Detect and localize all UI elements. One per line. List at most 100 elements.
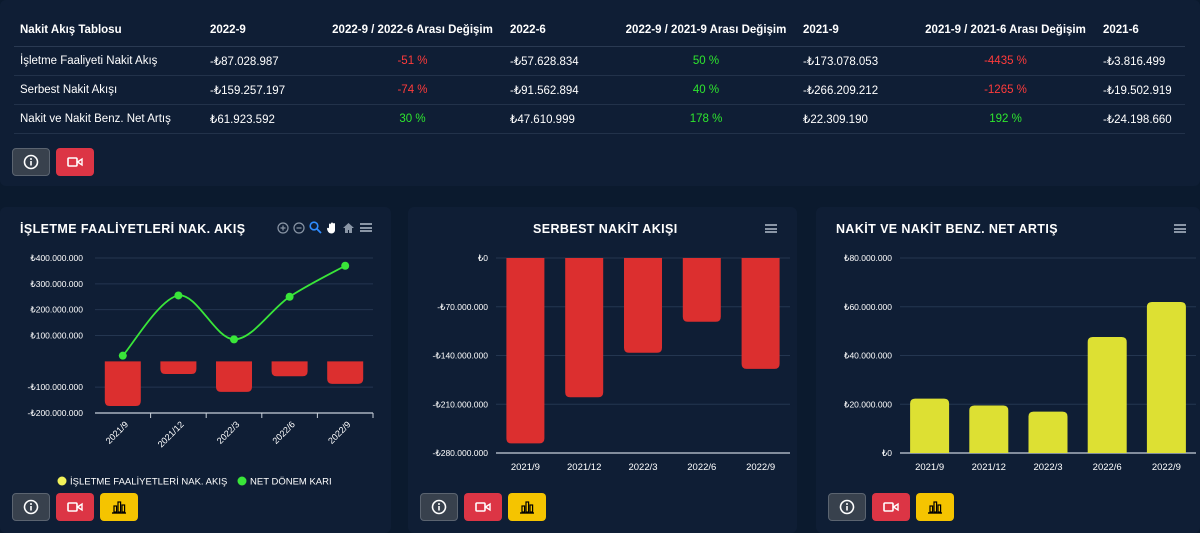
chart-button[interactable] [916, 493, 954, 521]
table-row: İşletme Faaliyeti Nakit Akış -₺87.028.98… [14, 46, 1185, 76]
bar [682, 258, 721, 322]
cash-flow-table-panel: Nakit Akış Tablosu 2022-9 2022-9 / 2022-… [0, 0, 1200, 186]
video-button[interactable] [464, 493, 502, 521]
cell-change: 40 % [615, 75, 797, 105]
bar-chart-icon [928, 501, 942, 514]
menu-icon[interactable] [1174, 224, 1186, 233]
cell-value: ₺22.309.190 [797, 104, 914, 134]
bar-chart-icon [520, 501, 534, 514]
y-tick-label: -₺210.000.000 [432, 399, 488, 409]
x-tick-label: 2021/12 [156, 419, 186, 449]
y-tick-label: -₺70.000.000 [437, 302, 488, 312]
point-net-profit [341, 261, 350, 270]
menu-icon[interactable] [765, 224, 777, 233]
bar [741, 258, 780, 369]
cell-value: -₺87.028.987 [204, 46, 321, 76]
chart-toolbar [277, 221, 372, 234]
y-tick-label: ₺300.000.000 [30, 279, 83, 289]
video-button[interactable] [56, 148, 94, 176]
header-change-y: 2022-9 / 2021-9 Arası Değişim [615, 14, 797, 47]
cell-change: -1265 % [914, 75, 1097, 105]
chart-button[interactable] [100, 493, 138, 521]
row-label: İşletme Faaliyeti Nakit Akış [14, 46, 204, 76]
x-tick-label: 2021/9 [104, 419, 131, 446]
legend-label: İŞLETME FAALİYETLERİ NAK. AKIŞ [70, 477, 227, 488]
y-tick-label: ₺20.000.000 [844, 399, 892, 409]
x-tick-label: 2021/9 [511, 462, 540, 473]
x-tick-label: 2022/6 [1093, 462, 1122, 473]
y-tick-label: -₺100.000.000 [27, 382, 83, 392]
y-tick-label: ₺80.000.000 [844, 253, 892, 263]
x-tick-label: 2022/3 [628, 462, 657, 473]
y-tick-label: ₺60.000.000 [844, 302, 892, 312]
bar [624, 258, 662, 353]
header-change-q: 2022-9 / 2022-6 Arası Değişim [321, 14, 504, 47]
info-icon [839, 499, 855, 515]
chart-button[interactable] [508, 493, 546, 521]
info-button[interactable] [12, 493, 50, 521]
info-button[interactable] [828, 493, 866, 521]
header-2022-9: 2022-9 [204, 14, 321, 47]
point-net-profit [230, 335, 238, 344]
chart-title: İŞLETME FAALİYETLERİ NAK. AKIŞ [20, 222, 246, 236]
header-title: Nakit Akış Tablosu [14, 14, 204, 47]
video-camera-icon [67, 502, 83, 512]
menu-icon[interactable] [360, 223, 372, 232]
cell-value: -₺173.078.053 [797, 46, 914, 76]
legend-label: NET DÖNEM KARI [250, 477, 332, 488]
search-zoom-icon[interactable] [309, 221, 322, 234]
bar-operating-cash-flow [104, 361, 141, 407]
chart-canvas: ₺400.000.000 ₺300.000.000 ₺200.000.000 ₺100… [27, 253, 374, 488]
table-actions [12, 148, 94, 176]
bar-operating-cash-flow [327, 361, 364, 384]
bar [1028, 411, 1068, 453]
y-tick-label: ₺0 [478, 253, 488, 263]
x-tick-label: 2022/3 [1033, 462, 1062, 473]
header-2021-6: 2021-6 [1097, 14, 1185, 47]
operating-cash-flow-panel: İŞLETME FAALİYETLERİ NAK. AKIŞ ₺400.000.… [0, 207, 391, 533]
zoom-out-icon[interactable] [293, 221, 305, 234]
point-net-profit [174, 291, 183, 300]
chart-actions [420, 493, 546, 521]
chart-canvas: ₺80.000.000 ₺60.000.000 ₺40.000.000 ₺20.000… [844, 253, 1196, 473]
info-button[interactable] [12, 148, 50, 176]
cell-value: -₺19.502.919 [1097, 75, 1185, 105]
home-reset-icon[interactable] [342, 222, 355, 234]
table-header-row: Nakit Akış Tablosu 2022-9 2022-9 / 2022-… [14, 14, 1185, 47]
net-cash-increase-panel: NAKİT VE NAKİT BENZ. NET ARTIŞ ₺80.000.0… [816, 207, 1200, 533]
x-tick-label: 2022/3 [215, 419, 242, 446]
point-net-profit [118, 351, 127, 360]
row-label: Nakit ve Nakit Benz. Net Artış [14, 104, 204, 134]
x-tick-label: 2021/12 [567, 462, 601, 473]
y-tick-label: ₺40.000.000 [844, 351, 892, 361]
legend-marker [237, 476, 247, 486]
cell-value: ₺47.610.999 [504, 104, 615, 134]
info-button[interactable] [420, 493, 458, 521]
pan-hand-icon[interactable] [326, 221, 338, 234]
cell-change: 30 % [321, 104, 504, 134]
bar-operating-cash-flow [271, 361, 308, 377]
x-tick-label: 2021/9 [915, 462, 944, 473]
video-button[interactable] [872, 493, 910, 521]
chart-actions [828, 493, 954, 521]
bar [1146, 302, 1186, 453]
cell-value: -₺91.562.894 [504, 75, 615, 105]
chart-title: SERBEST NAKİT AKIŞI [533, 222, 678, 236]
chart-actions [12, 493, 138, 521]
video-camera-icon [67, 157, 83, 167]
cell-value: ₺61.923.592 [204, 104, 321, 134]
zoom-in-icon[interactable] [277, 221, 289, 234]
bar [565, 258, 604, 398]
cell-change: 50 % [615, 46, 797, 76]
cell-change: -51 % [321, 46, 504, 76]
cell-value: -₺57.628.834 [504, 46, 615, 76]
bar-operating-cash-flow [160, 361, 197, 374]
cell-value: -₺266.209.212 [797, 75, 914, 105]
chart-title: NAKİT VE NAKİT BENZ. NET ARTIŞ [836, 222, 1058, 236]
y-tick-label: -₺140.000.000 [432, 351, 488, 361]
bar [1087, 336, 1127, 453]
video-button[interactable] [56, 493, 94, 521]
x-tick-label: 2021/12 [972, 462, 1006, 473]
cell-change: 178 % [615, 104, 797, 134]
y-tick-label: ₺400.000.000 [30, 253, 83, 263]
